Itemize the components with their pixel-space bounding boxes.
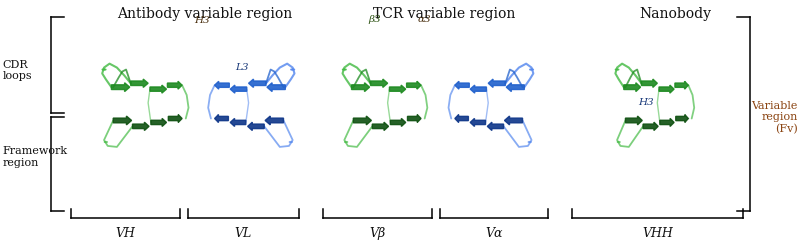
Text: L3: L3 [235,63,249,72]
FancyArrow shape [659,85,674,93]
FancyArrow shape [150,85,166,93]
FancyArrow shape [642,79,658,87]
FancyArrow shape [130,79,148,87]
FancyArrow shape [230,85,246,93]
Text: Variable
region
(Fv): Variable region (Fv) [751,100,798,134]
FancyArrow shape [267,83,286,91]
Circle shape [615,69,618,70]
FancyArrow shape [114,116,131,125]
FancyArrow shape [626,116,642,125]
FancyArrow shape [133,122,149,130]
Circle shape [530,69,534,70]
FancyArrow shape [248,122,264,130]
FancyArrow shape [660,118,674,126]
Text: α3: α3 [417,15,430,24]
Circle shape [345,142,347,143]
Text: VHH: VHH [642,227,673,240]
FancyArrow shape [675,81,688,89]
Text: H3: H3 [638,98,654,107]
FancyArrow shape [167,81,182,89]
FancyArrow shape [470,118,486,126]
FancyArrow shape [168,115,182,122]
FancyArrow shape [214,115,228,122]
Text: VL: VL [235,227,252,240]
FancyArrow shape [351,83,370,91]
Text: Nanobody: Nanobody [639,7,711,21]
FancyArrow shape [455,81,470,89]
FancyArrow shape [390,85,406,93]
FancyArrow shape [676,115,688,122]
FancyArrow shape [354,116,371,125]
FancyArrow shape [643,122,658,130]
Text: VH: VH [116,227,136,240]
Text: H3: H3 [194,16,210,25]
Circle shape [290,142,292,143]
FancyArrow shape [505,116,522,125]
FancyArrow shape [390,118,406,126]
FancyArrow shape [624,83,641,91]
Text: TCR variable region: TCR variable region [373,7,515,21]
FancyArrow shape [370,79,388,87]
FancyArrow shape [488,79,506,87]
Circle shape [102,69,106,70]
FancyArrow shape [407,115,421,122]
FancyArrow shape [506,83,524,91]
FancyArrow shape [470,85,486,93]
FancyArrow shape [265,116,283,125]
Text: Antibody variable region: Antibody variable region [117,7,292,21]
FancyArrow shape [214,81,230,89]
Circle shape [291,69,294,70]
Text: β3: β3 [368,15,381,24]
FancyArrow shape [455,115,468,122]
FancyArrow shape [406,81,421,89]
FancyArrow shape [487,122,503,130]
Circle shape [528,142,531,143]
Text: Vβ: Vβ [369,227,386,240]
FancyArrow shape [230,118,246,126]
FancyArrow shape [111,83,130,91]
FancyArrow shape [372,122,389,130]
Circle shape [105,142,107,143]
Text: Framework
region: Framework region [2,146,67,168]
Text: CDR
loops: CDR loops [2,60,32,82]
FancyArrow shape [151,118,166,126]
Text: Vα: Vα [485,227,502,240]
FancyArrow shape [249,79,266,87]
Circle shape [342,69,346,70]
